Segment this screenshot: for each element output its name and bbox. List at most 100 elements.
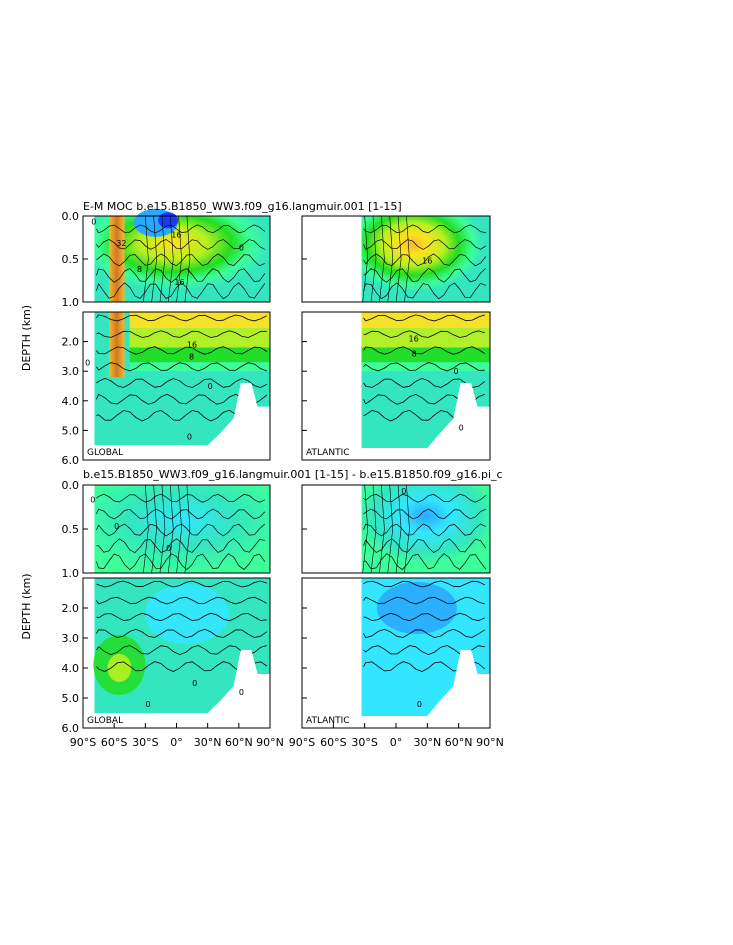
x-tick-label: 90°N (256, 736, 284, 749)
contour-line (363, 612, 485, 622)
diff-negative-patch (144, 584, 229, 644)
contour-label: 0 (90, 496, 95, 505)
contour-line (96, 580, 268, 588)
contour-line (96, 224, 266, 234)
seafloor-land (302, 383, 490, 460)
southern-ocean-cell-deep (108, 312, 125, 378)
contour-line (96, 330, 267, 338)
x-tick-label: 30°S (132, 736, 158, 749)
contour-line (379, 484, 385, 574)
contour-line (96, 393, 268, 405)
contour-line (363, 580, 485, 588)
contour-line (404, 484, 410, 574)
contour-line (379, 215, 385, 303)
diff-positive-core (107, 654, 132, 682)
contour-line (363, 596, 485, 605)
x-tick-label: 90°S (70, 736, 96, 749)
contour-label: 0 (239, 688, 244, 697)
contour-label: 0 (401, 487, 406, 496)
contour-label: 0 (453, 367, 458, 376)
contour-line (363, 253, 487, 267)
contour-line (363, 553, 487, 570)
water-mass-band (361, 312, 490, 329)
contour-line (370, 484, 377, 574)
contour-line (363, 346, 486, 355)
contour-line (96, 314, 268, 322)
contour-line (96, 253, 265, 267)
contour-line (96, 523, 266, 537)
contour-line (363, 267, 487, 283)
contour-line (96, 268, 266, 283)
contour-line (96, 282, 266, 300)
contour-line (96, 645, 268, 656)
x-tick-label: 0° (390, 736, 403, 749)
panel-lower-frame (301, 311, 491, 461)
y-tick-label: 0.0 (62, 210, 80, 223)
y-tick-label: 4.0 (62, 395, 80, 408)
contour-line (395, 484, 402, 574)
contour-line (143, 215, 149, 303)
contour-line (176, 484, 182, 574)
contour-line (151, 215, 157, 303)
y-tick-label: 6.0 (62, 722, 80, 735)
contour-line (96, 508, 266, 520)
x-tick-label: 30°S (351, 736, 377, 749)
y-tick-label: 5.0 (62, 424, 80, 437)
contour-label: 0 (417, 700, 422, 709)
contour-label: 16 (409, 335, 419, 344)
chart-title-top: E-M MOC b.e15.B1850_WW3.f09_g16.langmuir… (83, 200, 402, 213)
contour-label: 0 (208, 382, 213, 391)
contour-label: 16 (422, 256, 432, 265)
y-axis-label: DEPTH (km) (20, 305, 33, 371)
contour-label: 0 (459, 423, 464, 432)
contour-line (363, 314, 485, 322)
y-tick-label: 4.0 (62, 662, 80, 675)
panel-label-atlantic: ATLANTIC (306, 448, 350, 458)
contour-line (96, 628, 268, 639)
panel-upper-fill (94, 485, 270, 573)
contour-line (363, 628, 486, 639)
contour-line (96, 346, 268, 355)
contour-label: 16 (171, 231, 181, 240)
contour-line (370, 215, 377, 303)
x-tick-label: 90°S (289, 736, 315, 749)
contour-line (96, 596, 268, 605)
contour-label: 0 (187, 432, 192, 441)
water-mass-band (129, 328, 270, 348)
seafloor-land (83, 650, 270, 728)
contour-line (363, 493, 487, 503)
contour-line (167, 484, 174, 574)
contour-line (184, 484, 191, 574)
y-tick-label: 3.0 (62, 365, 80, 378)
chart-title-bottom: b.e15.B1850_WW3.f09_g16.langmuir.001 [1-… (83, 468, 503, 481)
x-tick-label: 60°N (225, 736, 253, 749)
y-tick-label: 6.0 (62, 454, 80, 467)
contour-line (363, 282, 486, 300)
contour-label: 0 (91, 218, 96, 227)
contour-line (387, 484, 394, 574)
panels-layer (82, 208, 491, 729)
contour-label: 8 (189, 352, 194, 361)
water-mass-band (129, 362, 270, 372)
panel-label-global: GLOBAL (87, 716, 123, 726)
diff-negative-core (376, 582, 457, 634)
contour-line (96, 612, 267, 622)
panel-label-global: GLOBAL (87, 448, 123, 458)
contour-line (96, 377, 268, 389)
contour-line (167, 215, 174, 303)
contour-line (96, 493, 265, 503)
contour-label: 0 (239, 243, 244, 252)
contour-line (96, 362, 268, 372)
x-tick-label: 30°N (413, 736, 441, 749)
x-tick-label: 60°S (101, 736, 127, 749)
contour-label: 0 (114, 522, 119, 531)
panel-lower-frame (82, 311, 271, 461)
contour-line (363, 224, 486, 234)
water-mass-band (129, 347, 270, 363)
contour-line (363, 538, 487, 554)
contour-line (96, 538, 265, 554)
contour-line (363, 330, 485, 338)
contour-label: 32 (116, 239, 126, 248)
y-tick-label: 0.5 (62, 253, 80, 266)
contour-line (363, 377, 486, 388)
